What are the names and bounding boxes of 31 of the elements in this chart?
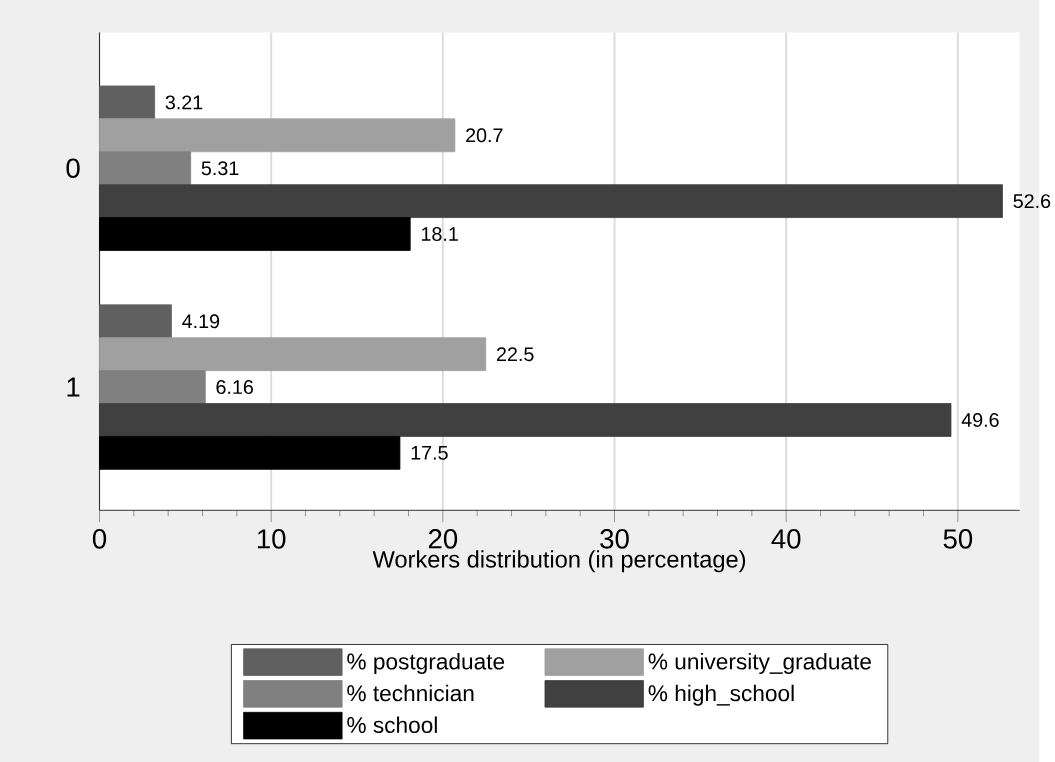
data-label: 17.5 — [411, 445, 448, 460]
data-label: 6.16 — [216, 379, 253, 394]
bar — [99, 85, 156, 120]
x-tick-label: 50 — [943, 528, 973, 549]
legend-label: % postgraduate — [347, 652, 505, 674]
bar — [99, 304, 172, 338]
legend-label: % technician — [347, 684, 474, 702]
data-label: 22.5 — [496, 346, 534, 361]
x-tick-label: 30 — [600, 528, 629, 549]
data-label: 4.19 — [182, 314, 220, 329]
bar — [99, 151, 192, 185]
x-tick-label: 20 — [428, 528, 458, 549]
data-label: 3.21 — [165, 95, 203, 110]
bar — [99, 184, 1003, 218]
data-label: 52.6 — [1013, 193, 1051, 208]
data-label: 49.6 — [961, 412, 999, 427]
legend-label: % university_graduate — [648, 652, 871, 674]
data-label: 20.7 — [466, 128, 503, 143]
x-tick-label: 0 — [92, 528, 107, 549]
bar — [99, 118, 456, 152]
legend-label: % school — [347, 716, 437, 733]
bar — [99, 337, 487, 371]
y-tick-label: 1 — [67, 377, 80, 397]
bar — [99, 402, 952, 437]
x-tick-label: 40 — [771, 528, 801, 549]
bar — [99, 370, 206, 404]
legend-label: % high_school — [648, 684, 794, 706]
x-tick-label: 10 — [257, 528, 286, 549]
x-axis-title: Workers distribution (in percentage) — [372, 550, 746, 573]
data-label: 5.31 — [201, 161, 239, 175]
data-label: 18.1 — [421, 226, 458, 241]
